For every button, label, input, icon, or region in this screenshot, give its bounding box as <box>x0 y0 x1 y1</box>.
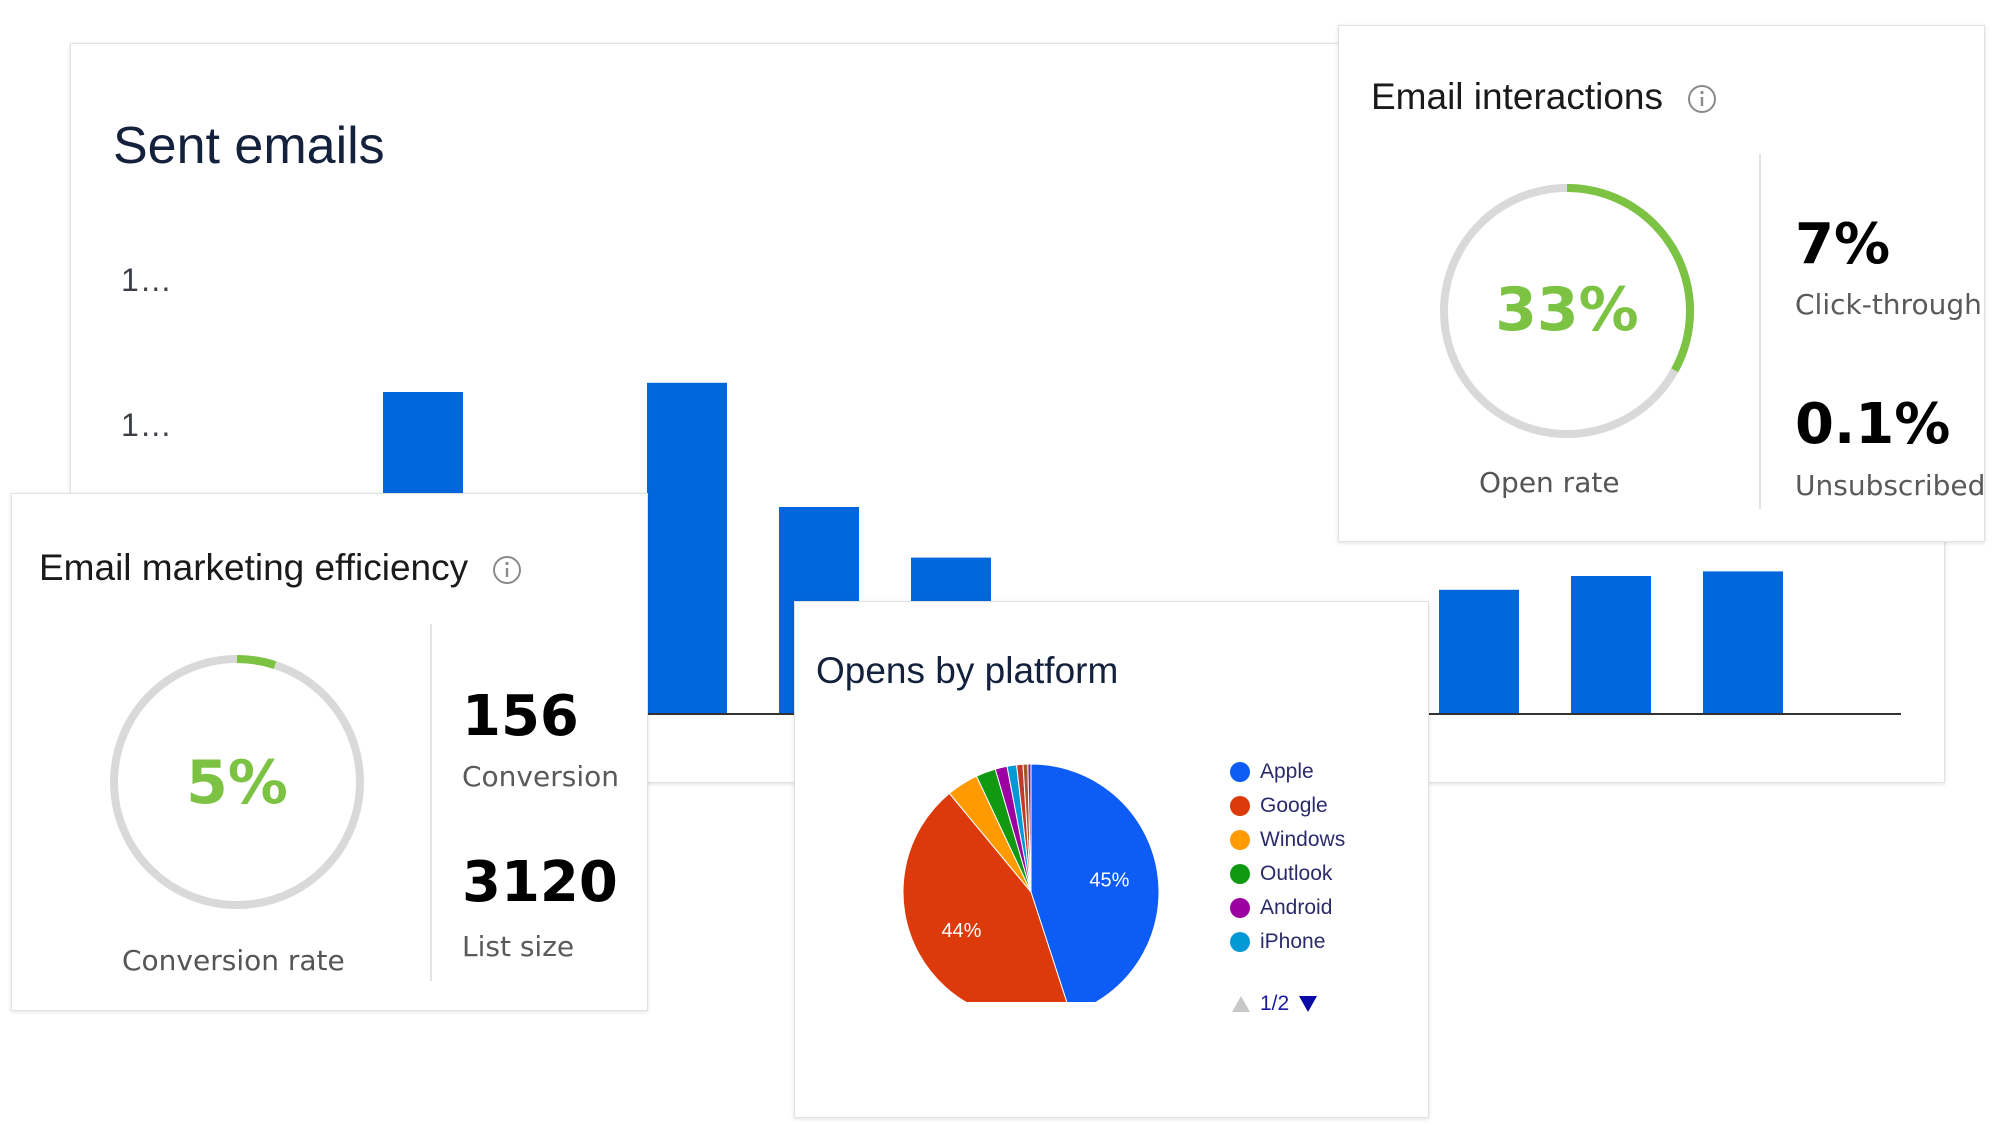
info-icon[interactable] <box>492 555 522 585</box>
conversion-rate-ring: 5% <box>109 654 365 910</box>
legend-label: Android <box>1260 896 1333 919</box>
legend-dot <box>1230 864 1250 884</box>
unsubscribed-value: 0.1% <box>1795 392 1951 457</box>
legend-item-iphone[interactable]: iPhone <box>1230 927 1325 957</box>
opens-by-platform-card: Opens by platform 45% 44% Apple Google Wi… <box>794 601 1429 1118</box>
open-rate-value: 33% <box>1495 275 1639 345</box>
y-tick-label: 1… <box>121 407 173 443</box>
open-rate-ring: 33% <box>1439 183 1695 439</box>
legend-dot <box>1230 932 1250 952</box>
platform-pie-chart: 45% 44% <box>902 763 1160 1002</box>
y-tick-label: 1… <box>121 262 173 298</box>
conversion-rate-value: 5% <box>186 748 288 818</box>
pager-down-icon[interactable] <box>1297 994 1319 1014</box>
unsubscribed-label: Unsubscribed <box>1795 469 1986 502</box>
conversion-rate-caption: Conversion rate <box>122 944 345 977</box>
pie-slice[interactable] <box>1030 763 1160 1002</box>
bar[interactable] <box>647 382 727 714</box>
legend-label: Apple <box>1260 760 1314 783</box>
legend-item-outlook[interactable]: Outlook <box>1230 859 1332 889</box>
list-size-value: 3120 <box>462 850 618 915</box>
efficiency-title: Email marketing efficiency <box>39 547 522 589</box>
efficiency-title-text: Email marketing efficiency <box>39 547 469 588</box>
legend-label: Google <box>1260 794 1328 817</box>
legend-label: Outlook <box>1260 862 1333 885</box>
legend-dot <box>1230 898 1250 918</box>
legend-dot <box>1230 762 1250 782</box>
progress-ring <box>110 655 364 909</box>
click-through-value: 7% <box>1795 212 1891 277</box>
info-icon[interactable] <box>1687 84 1717 114</box>
open-rate-caption: Open rate <box>1479 466 1620 499</box>
legend-item-google[interactable]: Google <box>1230 791 1328 821</box>
opens-by-platform-title: Opens by platform <box>816 650 1119 691</box>
pie-slice[interactable] <box>902 792 1071 1002</box>
pager-text: 1/2 <box>1260 992 1290 1015</box>
divider <box>430 624 432 981</box>
legend-label: iPhone <box>1260 930 1326 953</box>
email-interactions-title-text: Email interactions <box>1371 76 1664 117</box>
divider <box>1759 154 1761 509</box>
legend-dot <box>1230 830 1250 850</box>
progress-arc <box>1440 184 1694 438</box>
progress-arc <box>110 655 364 909</box>
email-interactions-card: Email interactions 33% Open rate 7% Clic… <box>1338 25 1985 542</box>
progress-ring <box>1440 184 1694 438</box>
legend-dot <box>1230 796 1250 816</box>
pie-slice-label: 44% <box>941 920 981 942</box>
bar[interactable] <box>1571 576 1651 714</box>
legend-item-apple[interactable]: Apple <box>1230 757 1314 787</box>
click-through-label: Click-through <box>1795 288 1982 321</box>
bar[interactable] <box>1703 571 1783 714</box>
conversion-value: 156 <box>462 684 579 749</box>
email-marketing-efficiency-card: Email marketing efficiency 5% Conversion… <box>11 493 648 1011</box>
pie-slice-label: 45% <box>1089 870 1129 892</box>
legend-item-android[interactable]: Android <box>1230 893 1332 923</box>
legend-item-windows[interactable]: Windows <box>1230 825 1345 855</box>
legend-label: Windows <box>1260 828 1346 851</box>
bar[interactable] <box>1439 589 1519 714</box>
sent-emails-title: Sent emails <box>113 117 385 175</box>
legend-pager: 1/2 <box>1230 992 1319 1016</box>
list-size-label: List size <box>462 930 575 963</box>
conversion-label: Conversion <box>462 760 619 793</box>
pager-up-icon[interactable] <box>1230 994 1252 1014</box>
email-interactions-title: Email interactions <box>1371 76 1717 118</box>
pie-slice[interactable] <box>1027 763 1032 893</box>
